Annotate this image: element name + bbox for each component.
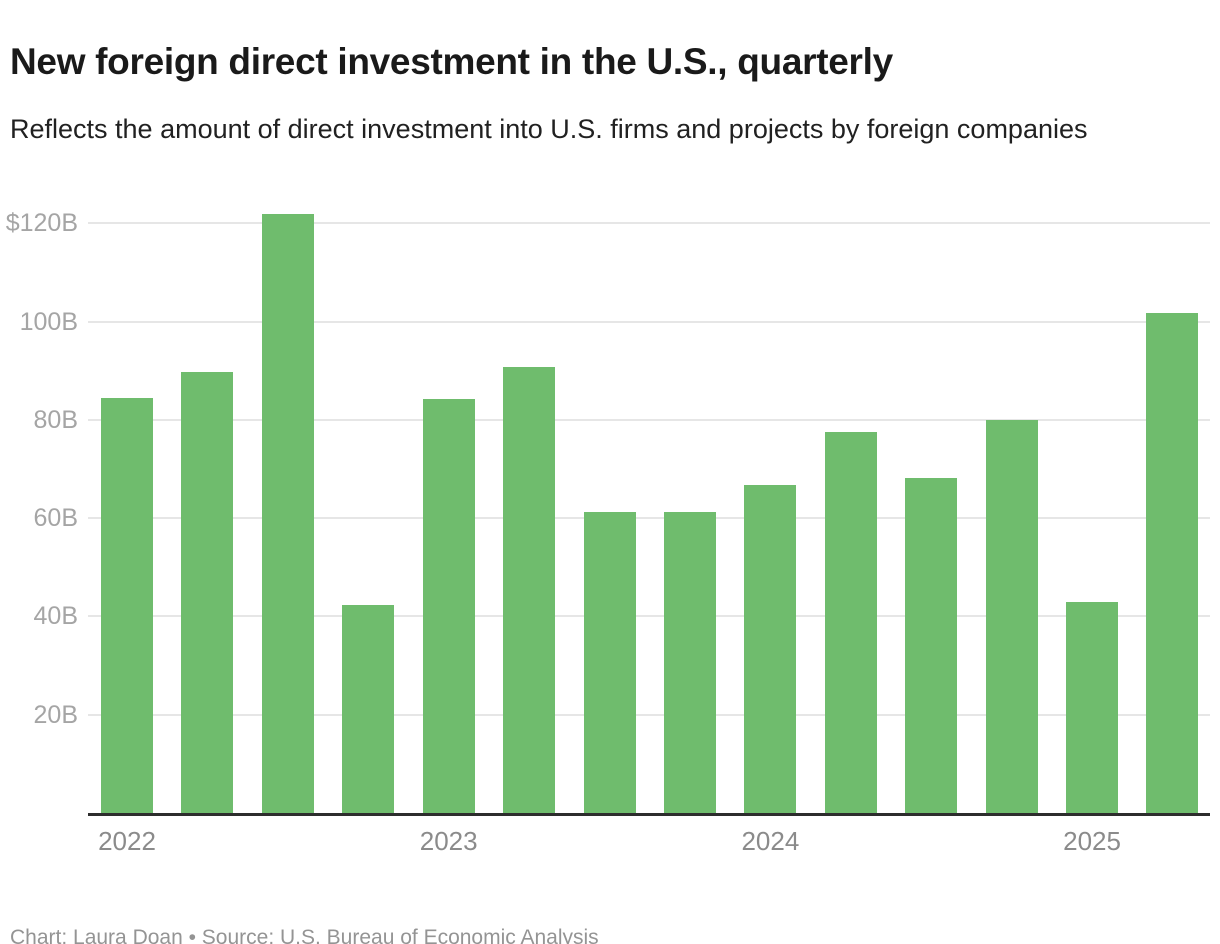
bar-2023-q1[interactable]: [422, 398, 475, 813]
bar-2024-q2[interactable]: [824, 432, 877, 813]
bar-2025-q2[interactable]: [1146, 312, 1199, 813]
y-axis-tick-label: $120B: [5, 209, 78, 238]
y-gridline: [88, 222, 1210, 225]
x-axis-tick-label-2025: 2025: [1063, 826, 1121, 856]
bar-2024-q4[interactable]: [985, 419, 1038, 813]
bar-2024-q1[interactable]: [744, 485, 797, 813]
bar-2023-q3[interactable]: [583, 512, 636, 813]
bar-2024-q3[interactable]: [905, 477, 958, 813]
bar-2022-q4[interactable]: [342, 605, 395, 813]
x-axis-line: [88, 813, 1210, 816]
y-axis-tick-label: 80B: [33, 405, 78, 434]
y-gridline: [88, 615, 1210, 618]
y-axis-tick-label: 100B: [19, 307, 78, 336]
page-title: New foreign direct investment in the U.S…: [10, 40, 893, 82]
y-gridline: [88, 418, 1210, 421]
bar-2023-q2[interactable]: [503, 367, 556, 813]
bar-2023-q4[interactable]: [663, 511, 716, 813]
y-axis-tick-label: 20B: [33, 700, 78, 729]
page-subtitle: Reflects the amount of direct investment…: [10, 114, 1088, 144]
x-axis-tick-label-2023: 2023: [419, 826, 478, 856]
x-axis-tick-label-2022: 2022: [98, 826, 156, 856]
footer-credit: Chart: Laura Doan • Source: U.S. Bureau …: [10, 926, 599, 944]
bar-2022-q3[interactable]: [261, 214, 314, 813]
y-axis-tick-label: 40B: [33, 602, 78, 631]
bar-2022-q2[interactable]: [181, 371, 234, 813]
y-axis-tick-label: 60B: [33, 504, 78, 533]
y-gridline: [88, 517, 1210, 520]
y-gridline: [88, 320, 1210, 323]
bar-2022-q1[interactable]: [101, 398, 153, 813]
bar-2025-q1[interactable]: [1066, 602, 1119, 813]
x-axis-tick-label-2024: 2024: [741, 826, 800, 856]
y-gridline: [88, 713, 1210, 716]
